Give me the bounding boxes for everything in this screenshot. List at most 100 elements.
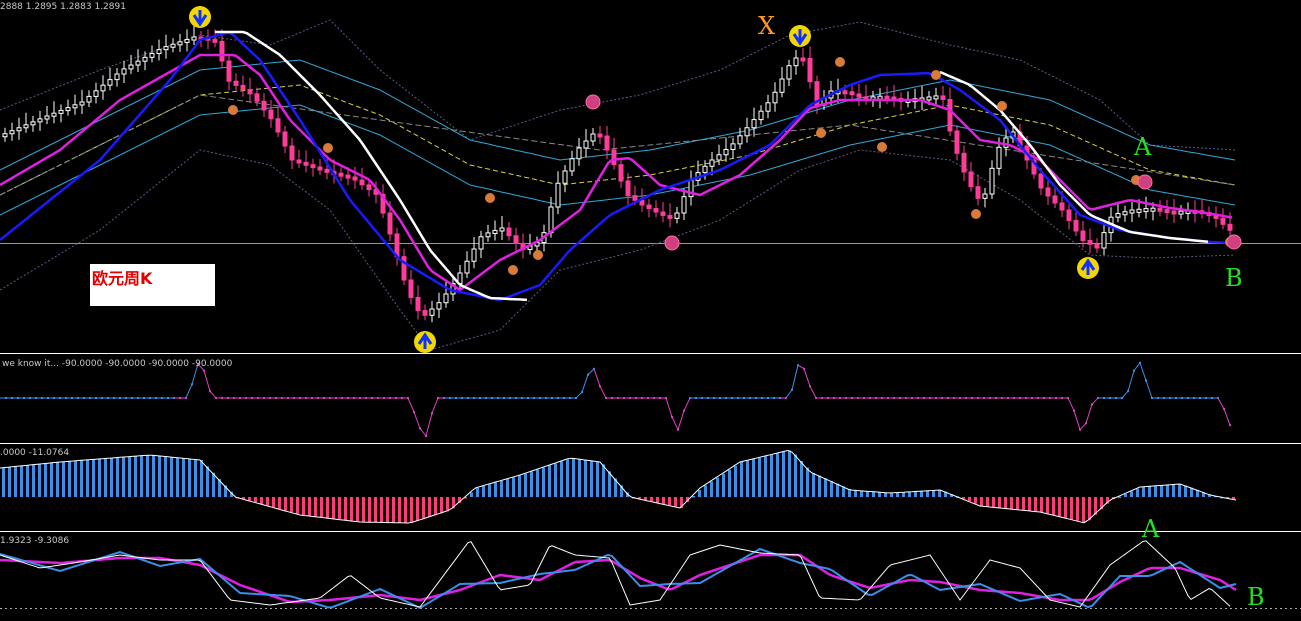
candle-body: [744, 127, 750, 137]
candle-body: [268, 109, 274, 120]
candle-body: [1066, 209, 1072, 221]
candle-body: [576, 147, 582, 160]
hist-bar: [656, 497, 659, 503]
candle-body: [667, 214, 673, 219]
hist-bar: [1052, 497, 1055, 515]
hist-bar: [1184, 485, 1187, 497]
hist-bar: [1226, 497, 1229, 499]
candle-body: [247, 89, 253, 95]
candle-body: [555, 182, 561, 208]
hist-bar: [554, 463, 557, 497]
candle-body: [303, 161, 309, 166]
indicator-3-readout: 1.9323 -9.3086: [0, 536, 70, 546]
hist-bar: [686, 497, 689, 502]
hist-bar: [242, 497, 245, 499]
candle-body: [128, 64, 134, 70]
candle-body: [338, 172, 344, 177]
candle-body: [1080, 230, 1086, 242]
small-signal-dot: [485, 193, 495, 203]
hist-bar: [764, 456, 767, 497]
candle-body: [1087, 240, 1093, 245]
hist-bar: [1010, 497, 1013, 509]
candlesticks: [2, 25, 1233, 323]
hist-bar: [512, 477, 515, 497]
small-signal-dot: [997, 101, 1007, 111]
hist-bar: [500, 480, 503, 497]
ind1-segment: [677, 410, 685, 430]
candle-body: [646, 204, 652, 209]
bollinger-bands: [0, 19, 1236, 351]
candle-body: [1227, 223, 1233, 231]
hist-bar: [506, 479, 509, 497]
candle-body: [114, 73, 120, 81]
candle-body: [1178, 210, 1184, 215]
hist-bar: [266, 497, 269, 506]
ind1-segment: [1067, 397, 1075, 411]
hist-bar: [308, 497, 311, 516]
candle-body: [352, 176, 358, 181]
candle-body: [772, 91, 778, 104]
indicator-2-readout: .0000 -11.0764: [0, 448, 70, 458]
hist-bar: [326, 497, 329, 519]
hist-bar: [794, 454, 797, 497]
hist-bar: [50, 463, 53, 497]
ma-dashed-yellow: [0, 84, 1236, 196]
small-signal-dot: [816, 128, 826, 138]
hist-bar: [1046, 497, 1049, 514]
hist-bar: [1082, 497, 1085, 523]
candle-body: [758, 110, 764, 121]
hist-bar: [578, 459, 581, 497]
ind1-segment: [665, 397, 673, 418]
hist-bar: [590, 460, 593, 497]
hist-bar: [1058, 497, 1061, 517]
hist-bar: [1076, 497, 1079, 521]
candle-body: [681, 196, 687, 214]
ma-white-right: [939, 70, 1209, 244]
hist-bar: [1034, 497, 1037, 512]
hist-bar: [1016, 497, 1019, 510]
candle-body: [9, 130, 15, 135]
hist-bar: [992, 497, 995, 508]
small-signal-dot: [508, 265, 518, 275]
candle-body: [443, 293, 449, 304]
hist-bar: [254, 497, 257, 503]
hist-bar: [560, 461, 563, 497]
hist-bar: [362, 497, 365, 523]
ma-blue: [0, 31, 1233, 302]
ohlc-readout: 2888 1.2895 1.2883 1.2891: [0, 2, 126, 12]
hist-bar: [434, 497, 437, 516]
hist-bar: [428, 497, 431, 518]
hist-bar: [62, 461, 65, 497]
candle-body: [562, 170, 568, 184]
candle-body: [380, 193, 386, 214]
hist-bar: [1004, 497, 1007, 509]
hist-bar: [836, 483, 839, 497]
ind1-segment: [683, 397, 691, 411]
ind1-segment: [785, 389, 793, 399]
hist-bar: [1190, 487, 1193, 497]
hist-bar: [698, 490, 701, 497]
hist-bar: [524, 473, 527, 497]
hist-bar: [356, 497, 359, 522]
hist-bar: [746, 460, 749, 497]
hist-bar: [290, 497, 293, 513]
candle-body: [1136, 208, 1142, 213]
candle-body: [800, 57, 806, 62]
hist-bar: [134, 456, 137, 497]
candle-body: [1052, 195, 1058, 204]
candle-body: [1101, 232, 1107, 249]
hist-bar: [380, 497, 383, 523]
ind1-segment: [431, 397, 439, 414]
hist-bar: [566, 459, 569, 497]
candle-body: [499, 227, 505, 232]
band-upper-inner: [0, 59, 1236, 171]
candle-body: [1115, 213, 1121, 218]
candle-body: [436, 302, 442, 310]
hist-bar: [446, 497, 449, 512]
hist-bar: [1124, 493, 1127, 497]
hist-bar: [1142, 486, 1145, 497]
hist-bar: [710, 481, 713, 497]
hist-bar: [206, 466, 209, 497]
hist-bar: [950, 494, 953, 497]
hist-bar: [722, 473, 725, 497]
